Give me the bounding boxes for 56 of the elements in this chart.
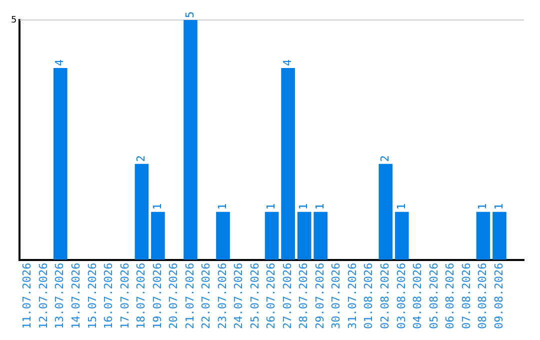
- x-tick-label: 02.08.2026: [378, 262, 392, 330]
- x-tick-label: 15.07.2026: [86, 262, 99, 330]
- data-label: 1: [216, 203, 229, 210]
- x-tick-label: 11.07.2026: [20, 262, 34, 330]
- x-tick-label: 05.08.2026: [427, 262, 440, 330]
- data-label: 4: [53, 58, 66, 66]
- x-tick-label: 20.07.2026: [167, 262, 180, 330]
- x-tick-label: 25.07.2026: [248, 262, 262, 330]
- bar: [297, 212, 312, 260]
- x-tick-label: 08.08.2026: [476, 262, 490, 330]
- bar: [151, 212, 165, 260]
- x-tick-label: 19.07.2026: [150, 262, 164, 330]
- data-label: 1: [264, 203, 278, 210]
- x-tick-label: 03.08.2026: [394, 262, 408, 330]
- data-label: 1: [150, 203, 164, 210]
- data-label: 5: [183, 11, 196, 18]
- data-label: 1: [394, 203, 408, 210]
- x-tick-label: 17.07.2026: [118, 262, 132, 330]
- data-label: 1: [297, 203, 310, 210]
- bar: [264, 212, 279, 260]
- x-tick-label: 27.07.2026: [280, 262, 294, 330]
- x-tick-label: 30.07.2026: [330, 262, 343, 330]
- data-label: 1: [313, 203, 326, 210]
- x-tick-label: 07.08.2026: [460, 262, 473, 330]
- data-label: 1: [492, 203, 506, 210]
- bar: [281, 68, 295, 260]
- x-tick-label: 26.07.2026: [264, 262, 278, 330]
- x-tick-label: 14.07.2026: [70, 262, 83, 330]
- x-tick-label: 21.07.2026: [183, 262, 196, 330]
- bar: [314, 212, 328, 260]
- x-tick-label: 29.07.2026: [313, 262, 326, 330]
- x-tick-label: 09.08.2026: [492, 262, 506, 330]
- x-tick-label: 31.07.2026: [346, 262, 359, 330]
- bar: [216, 212, 230, 260]
- x-tick-label: 28.07.2026: [297, 262, 310, 330]
- data-label: 4: [280, 58, 294, 66]
- x-tick-label: 12.07.2026: [36, 262, 50, 330]
- bar: [184, 20, 198, 260]
- x-tick-label: 18.07.2026: [134, 262, 148, 330]
- bar: [134, 164, 149, 260]
- bar: [492, 212, 506, 260]
- x-tick-label: 13.07.2026: [53, 262, 66, 330]
- x-tick-label: 22.07.2026: [200, 262, 213, 330]
- data-label: 1: [476, 203, 490, 210]
- x-tick-label: 16.07.2026: [102, 262, 116, 330]
- bar: [378, 164, 393, 260]
- x-tick-label: 01.08.2026: [362, 262, 376, 330]
- bar: [53, 68, 68, 260]
- x-tick-label: 06.08.2026: [444, 262, 457, 330]
- x-tick-label: 04.08.2026: [411, 262, 424, 330]
- x-tick-label: 23.07.2026: [216, 262, 229, 330]
- bar: [394, 212, 409, 260]
- x-tick-label: 24.07.2026: [232, 262, 246, 330]
- bar: [476, 212, 490, 260]
- data-label: 2: [134, 155, 148, 162]
- data-label: 2: [378, 155, 392, 162]
